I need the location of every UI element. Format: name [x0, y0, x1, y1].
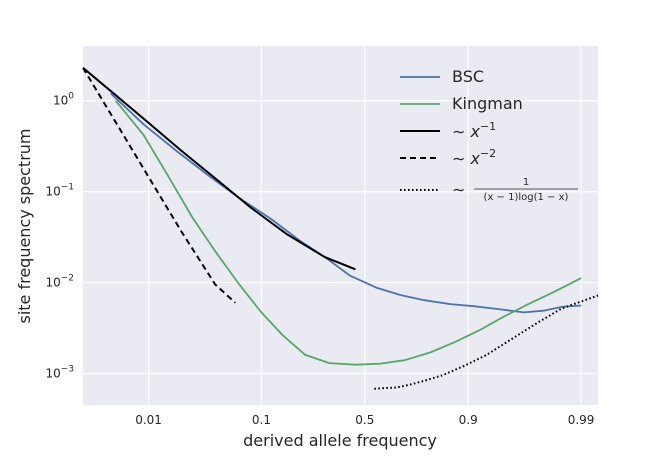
series-line-0	[110, 92, 582, 314]
series-line-4	[374, 294, 599, 390]
gridlines	[83, 46, 598, 405]
x-tick-label: 0.5	[355, 413, 374, 427]
series-line-2	[82, 67, 356, 271]
y-tick-labels: 100 10−1 10−2 10−3	[45, 92, 74, 381]
legend-label-0: BSC	[452, 67, 484, 86]
series-line-3	[82, 67, 236, 304]
x-tick-labels: 0.01 0.1 0.5 0.9 0.99	[135, 413, 594, 427]
legend-label-1: Kingman	[452, 94, 523, 113]
y-axis-title: site frequency spectrum	[15, 128, 34, 323]
y-tick-label: 10−3	[45, 364, 74, 380]
series-line-1	[115, 100, 582, 366]
legend-fraction-numerator: 1	[523, 177, 529, 188]
y-tick-label: 10−2	[45, 274, 74, 290]
legend: BSC Kingman ∼ x−1 ∼ x−2 ∼ 1 (x − 1)log(1 − x)	[400, 67, 578, 203]
legend-label-2: ∼ x−1	[452, 120, 496, 141]
y-tick-label: 10−1	[45, 183, 74, 199]
x-tick-label: 0.01	[135, 413, 162, 427]
series-layer	[82, 67, 599, 390]
x-tick-label: 0.99	[568, 413, 595, 427]
legend-fraction-denominator: (x − 1)log(1 − x)	[484, 192, 569, 203]
y-tick-label: 100	[53, 92, 74, 108]
x-axis-title: derived allele frequency	[243, 431, 437, 450]
x-tick-label: 0.1	[252, 413, 271, 427]
x-tick-label: 0.9	[459, 413, 478, 427]
legend-label-4: ∼	[452, 180, 465, 199]
plot-background	[83, 46, 598, 405]
legend-label-3: ∼ x−2	[452, 147, 496, 168]
